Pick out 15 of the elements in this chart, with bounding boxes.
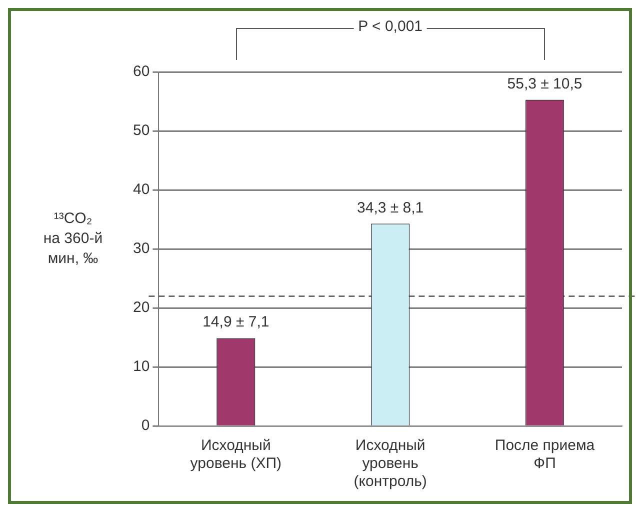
text: P < 0,001 (354, 18, 427, 35)
y-tick-label: 40 (132, 181, 150, 198)
y-axis-title: ¹³CO₂ на 360-й мин, ‰ (42, 209, 104, 269)
x-tick-label: После приема ФП (494, 437, 596, 472)
x-tick-label: Исходный уровень (контроль) (354, 437, 427, 490)
y-tick-label: 10 (132, 358, 150, 376)
y-tick-label: 30 (132, 240, 150, 258)
y-tick-label: 20 (132, 299, 150, 316)
y-tick-label: 50 (132, 122, 150, 140)
y-tick-label: 60 (132, 63, 150, 80)
y-tick-label: 0 (141, 417, 150, 434)
data-label: 14,9 ± 7,1 (202, 314, 270, 331)
data-label: 55,3 ± 10,5 (507, 75, 582, 92)
data-label: 34,3 ± 8,1 (357, 199, 424, 216)
x-tick-label: Исходный уровень (ХП) (190, 437, 282, 472)
